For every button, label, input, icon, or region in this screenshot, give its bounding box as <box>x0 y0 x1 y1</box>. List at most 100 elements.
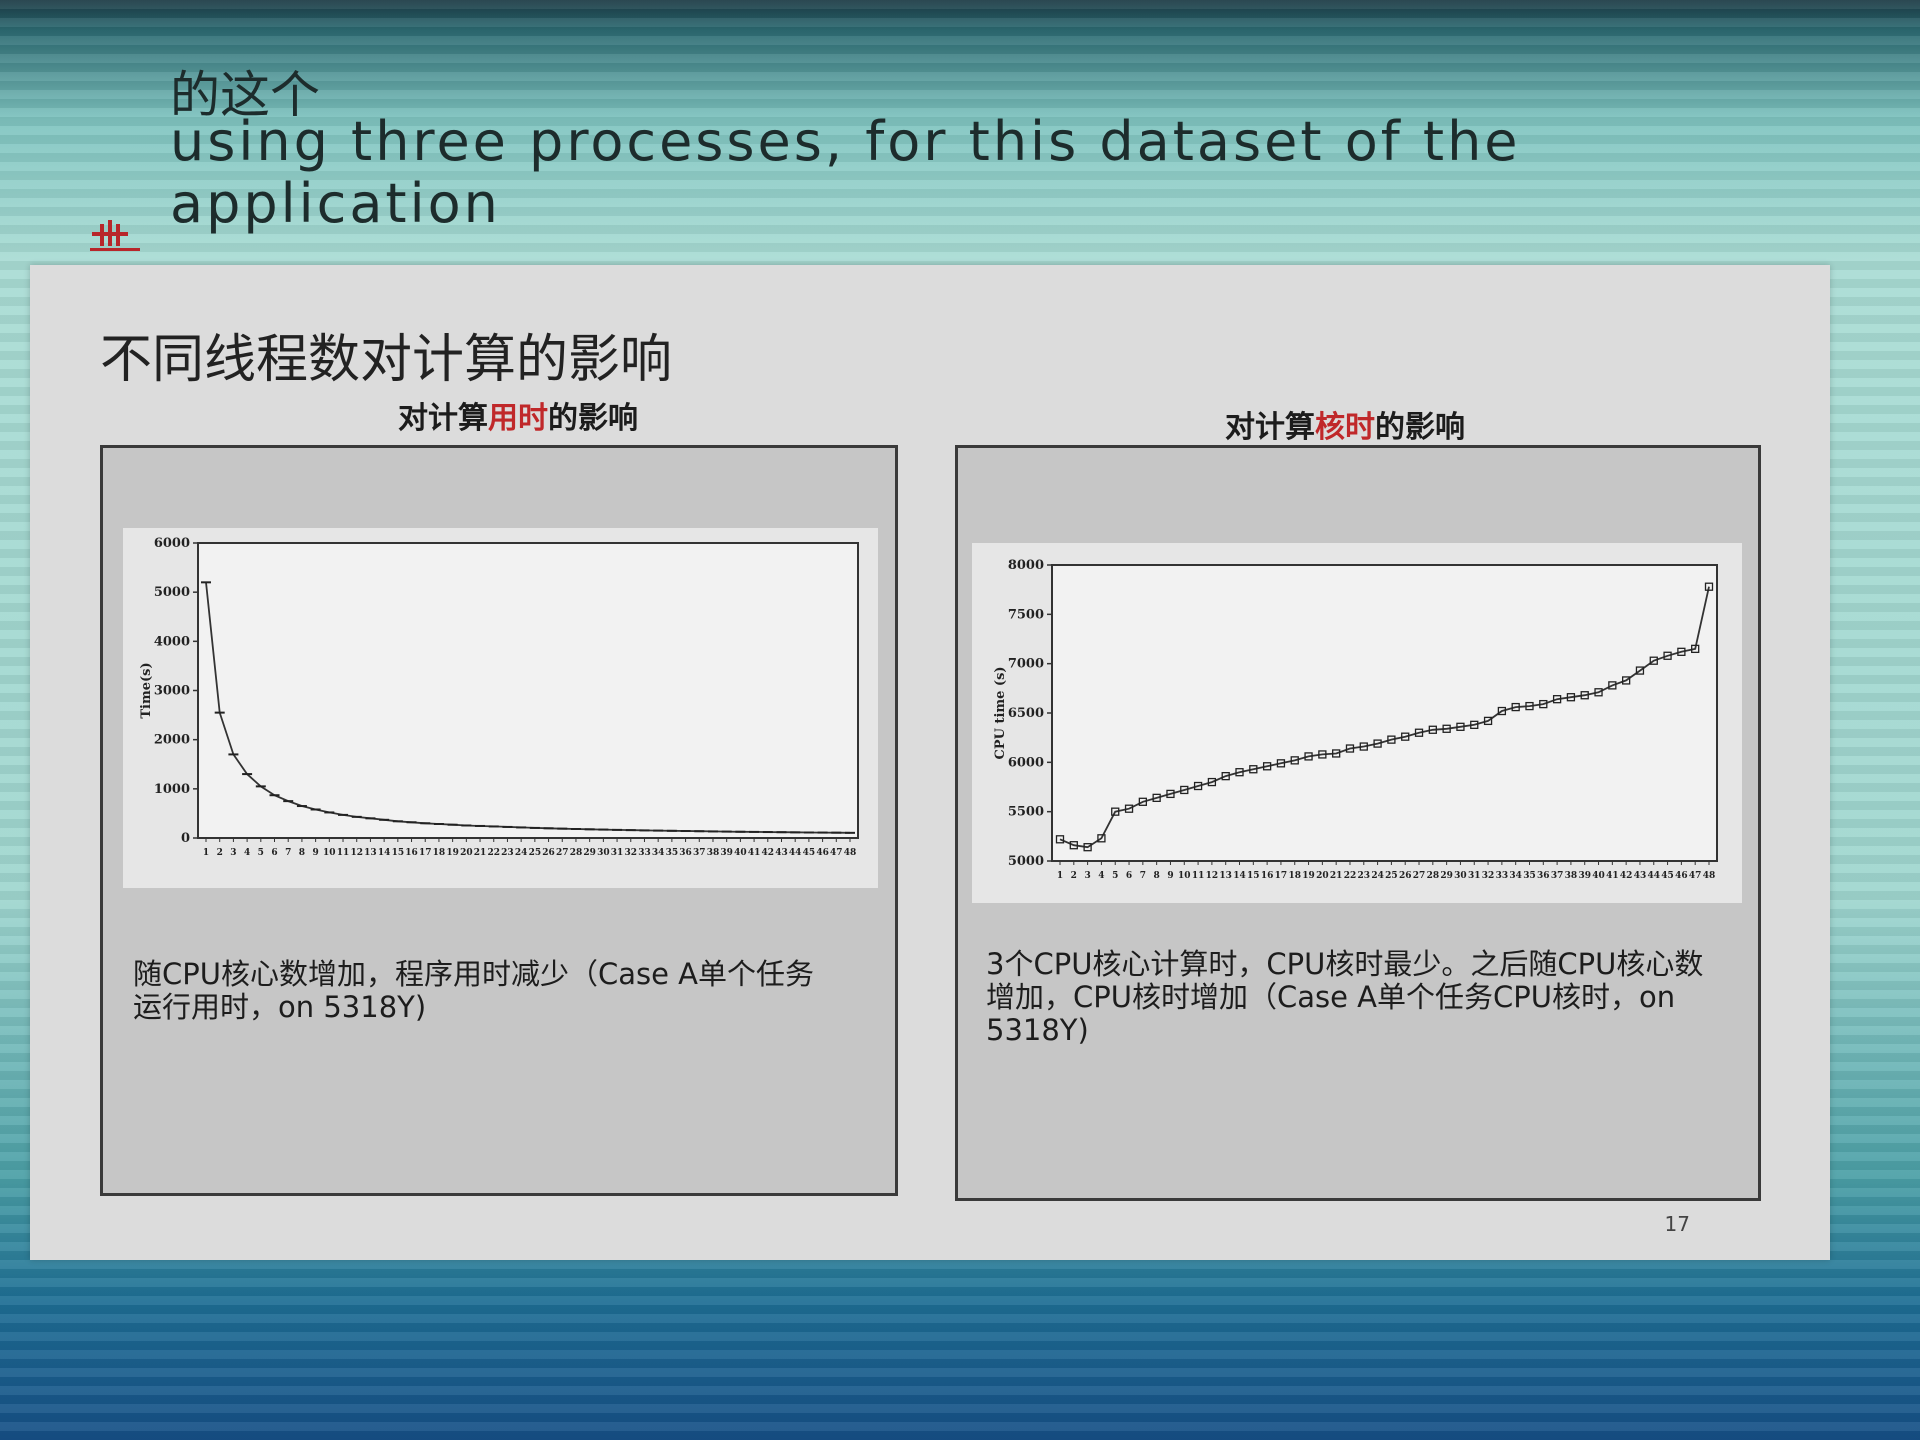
x-tick-label-5: 6 <box>271 848 277 858</box>
right-caption-line2: 增加，CPU核时增加（Case A单个任务CPU核时，on <box>986 980 1676 1014</box>
data-point-23 <box>1359 742 1368 751</box>
x-tick-label-28: 29 <box>583 848 596 858</box>
left-panel-title: 对计算用时的影响 <box>398 393 638 437</box>
right-caption-line1: 3个CPU核心计算时，CPU核时最少。之后随CPU核心数 <box>986 947 1704 981</box>
data-point-11 <box>1193 781 1203 791</box>
x-tick-label-38: 39 <box>1578 871 1591 881</box>
data-point-17 <box>1276 759 1286 768</box>
x-tick-label-45: 46 <box>1675 871 1688 881</box>
x-tick-label-16: 17 <box>1275 871 1288 881</box>
x-tick-label-36: 37 <box>1551 871 1564 881</box>
data-point-45 <box>1663 651 1672 660</box>
x-tick-label-11: 12 <box>1206 871 1219 881</box>
x-tick-label-43: 44 <box>1648 871 1661 881</box>
x-tick-label-13: 14 <box>1233 871 1246 881</box>
y-axis-label: Time(s) <box>139 662 154 718</box>
y-tick-label-1: 5500 <box>1008 805 1044 820</box>
y-tick-label-5: 5000 <box>154 585 190 600</box>
x-tick-label-3: 4 <box>1098 871 1104 881</box>
y-axis-label: CPU time (s) <box>993 666 1008 759</box>
data-point-48 <box>1704 582 1714 591</box>
x-tick-label-30: 31 <box>611 848 624 858</box>
right-chart-panel: 5000 5500 6000 6500 7000 7500 8000 1 2 3 4 5 6 7 8 9 10 1… <box>955 445 1761 1201</box>
x-tick-label-41: 42 <box>1620 871 1633 881</box>
x-tick-label-45: 46 <box>816 848 829 858</box>
data-point-6 <box>1124 804 1134 813</box>
x-tick-label-46: 47 <box>830 848 843 858</box>
x-tick-label-17: 18 <box>433 848 446 858</box>
data-point-24 <box>1373 739 1382 748</box>
x-tick-label-12: 13 <box>364 848 377 858</box>
y-tick-label-3: 6500 <box>1008 706 1044 721</box>
x-tick-label-18: 19 <box>1302 871 1315 881</box>
x-tick-label-21: 22 <box>487 848 500 858</box>
x-tick-label-11: 12 <box>350 848 363 858</box>
right-caption: 3个CPU核心计算时，CPU核时最少。之后随CPU核心数 增加，CPU核时增加（… <box>986 948 1703 1047</box>
x-tick-label-2: 3 <box>230 848 236 858</box>
x-tick-label-2: 3 <box>1084 871 1090 881</box>
data-point-1 <box>1055 835 1065 844</box>
right-caption-line3: 5318Y) <box>986 1013 1089 1047</box>
x-tick-label-28: 29 <box>1440 871 1453 881</box>
left-caption-line2: 运行用时，on 5318Y) <box>133 990 427 1024</box>
left-caption: 随CPU核心数增加，程序用时减少（Case A单个任务 运行用时，on 5318… <box>133 958 814 1024</box>
x-tick-label-6: 7 <box>1140 871 1146 881</box>
x-tick-label-27: 28 <box>570 848 583 858</box>
x-tick-label-23: 24 <box>515 848 528 858</box>
x-tick-label-0: 1 <box>1057 871 1063 881</box>
x-tick-label-30: 31 <box>1468 871 1481 881</box>
data-point-36 <box>1539 699 1548 709</box>
x-tick-label-42: 43 <box>1634 871 1647 881</box>
x-tick-label-42: 43 <box>775 848 788 858</box>
data-point-25 <box>1387 735 1396 744</box>
data-point-31 <box>1470 720 1479 729</box>
left-caption-line1: 随CPU核心数增加，程序用时减少（Case A单个任务 <box>133 957 814 991</box>
x-tick-label-15: 16 <box>405 848 418 858</box>
x-tick-label-34: 35 <box>666 848 679 858</box>
data-point-29 <box>1442 724 1451 733</box>
data-point-41 <box>1608 681 1617 690</box>
x-tick-label-14: 15 <box>392 848 405 858</box>
x-tick-label-10: 11 <box>337 848 350 858</box>
left-panel-title-part3: 的影响 <box>548 401 638 436</box>
x-tick-label-7: 8 <box>299 848 305 858</box>
x-tick-label-16: 17 <box>419 848 432 858</box>
x-tick-label-7: 8 <box>1154 871 1160 881</box>
x-tick-label-4: 5 <box>1112 871 1118 881</box>
data-point-2 <box>1069 841 1078 850</box>
x-tick-label-32: 33 <box>1496 871 1509 881</box>
left-chart-panel: 0 1000 2000 3000 4000 5000 6000 1 2 3 4 5 6 7 8 9 10 11 12… <box>100 445 898 1196</box>
right-panel-title-part3: 的影响 <box>1375 410 1465 445</box>
right-panel-title-part1: 对计算 <box>1225 410 1315 445</box>
x-tick-label-8: 9 <box>1167 871 1173 881</box>
data-point-16 <box>1262 762 1272 771</box>
left-chart-area: 0 1000 2000 3000 4000 5000 6000 1 2 3 4 5 6 7 8 9 10 11 12… <box>123 528 878 888</box>
x-tick-label-25: 26 <box>1399 871 1412 881</box>
x-tick-label-37: 38 <box>707 848 720 858</box>
x-tick-label-47: 48 <box>1703 871 1716 881</box>
data-point-13 <box>1221 771 1230 781</box>
x-tick-label-33: 34 <box>652 848 665 858</box>
x-tick-label-25: 26 <box>542 848 555 858</box>
x-tick-label-6: 7 <box>285 848 291 858</box>
data-point-44 <box>1649 656 1658 665</box>
y-tick-label-5: 7500 <box>1008 607 1044 622</box>
x-tick-label-20: 21 <box>474 848 487 858</box>
x-tick-label-29: 30 <box>597 848 610 858</box>
data-point-26 <box>1401 732 1410 741</box>
data-point-4 <box>1097 834 1106 843</box>
x-tick-label-44: 45 <box>1661 871 1674 881</box>
x-tick-label-36: 37 <box>693 848 706 858</box>
x-tick-label-41: 42 <box>762 848 775 858</box>
right-panel-title: 对计算核时的影响 <box>1225 402 1465 446</box>
x-tick-label-1: 2 <box>217 848 223 858</box>
data-point-40 <box>1594 688 1603 697</box>
data-point-22 <box>1345 744 1355 753</box>
caption-overlay-line1: using three processes, for this dataset … <box>170 110 1521 173</box>
data-point-27 <box>1414 728 1424 737</box>
x-tick-label-39: 40 <box>734 848 747 858</box>
x-tick-label-29: 30 <box>1454 871 1467 881</box>
x-tick-label-35: 36 <box>679 848 692 858</box>
x-tick-label-46: 47 <box>1689 871 1702 881</box>
left-panel-title-part1: 对计算 <box>398 401 488 436</box>
